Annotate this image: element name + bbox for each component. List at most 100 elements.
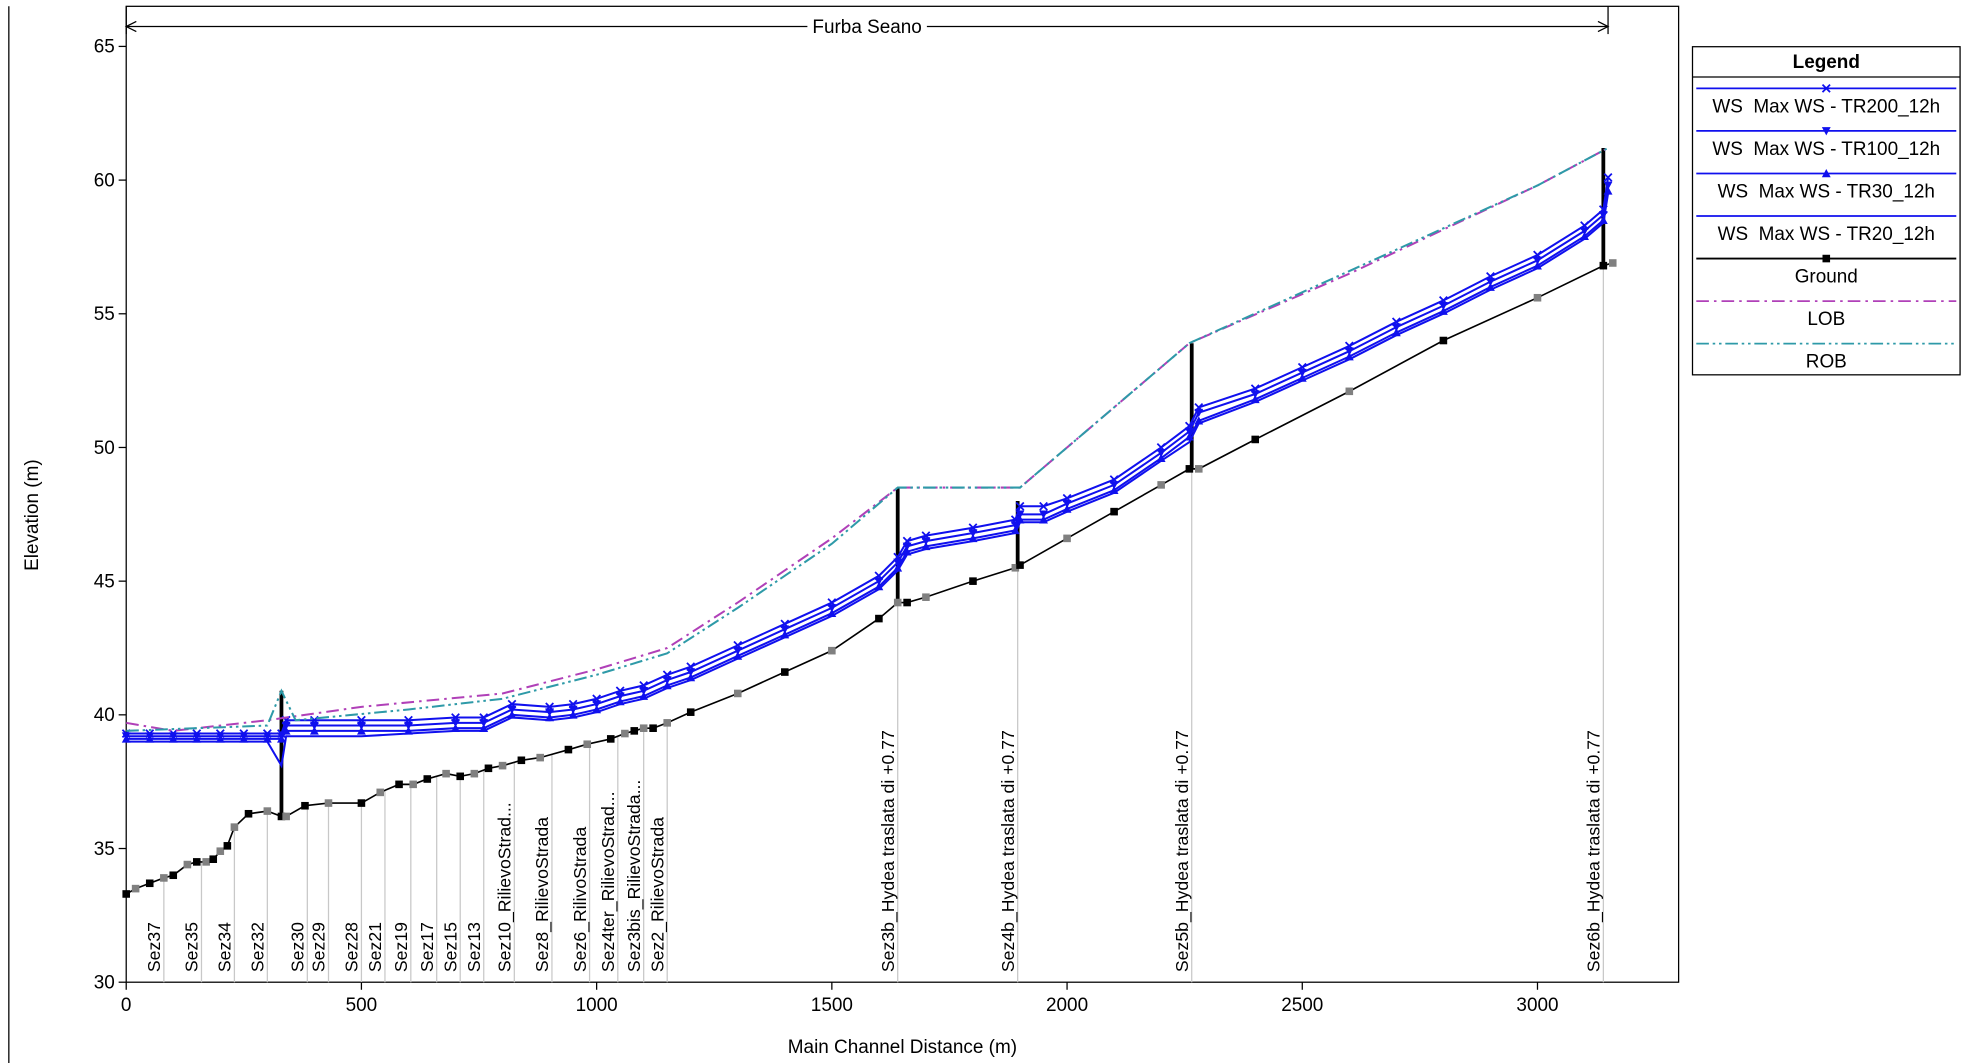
series-line [126,147,1609,732]
plot-frame [125,5,1680,983]
station-label: Sez21 [365,922,385,972]
marker [568,705,578,714]
station-label: Sez28 [342,922,362,972]
marker [1345,387,1354,396]
legend-label: ROB [1806,352,1847,373]
marker [1439,336,1448,345]
y-tick-label: 35 [94,839,115,860]
marker [1251,435,1260,444]
marker [507,710,517,719]
station-label: Sez37 [144,922,164,972]
marker [1297,368,1307,378]
marker [1194,465,1203,473]
marker [1599,261,1608,270]
marker [395,780,403,789]
marker [663,719,671,727]
series-line [126,185,1610,738]
station-label: Sez35 [182,922,202,972]
marker [131,884,140,893]
marker [192,858,201,866]
station-label: Sez10_RilievoStrad... [495,802,516,972]
marker [230,823,239,831]
marker [606,735,615,743]
station-label: Sez6b_Hydea traslata di +0.77 [1584,730,1605,972]
marker [686,708,695,716]
legend-label: WS Max WS - TR20_12h [1718,224,1935,245]
marker [1603,181,1613,190]
marker [216,847,225,855]
reach-arrow [1597,20,1610,33]
marker [1185,465,1194,473]
legend-label: WS Max WS - TR30_12h [1718,181,1935,202]
marker [827,604,837,613]
marker [1486,277,1495,287]
marker [1063,534,1071,543]
x-axis-title: Main Channel Distance (m) [788,1037,1017,1058]
marker [423,775,432,783]
marker [244,809,253,818]
y-tick-label: 40 [94,705,115,726]
marker [357,799,366,807]
marker [1109,481,1119,490]
marker [921,537,931,546]
marker [615,692,625,701]
marker [1194,408,1204,418]
marker [1391,323,1401,332]
series-line [125,262,1613,895]
marker [968,529,978,538]
y-axis-title: Elevation (m) [22,459,43,570]
station-label: Sez5b_Hydea traslata di +0.77 [1172,730,1193,972]
marker [1015,501,1025,511]
marker [404,721,413,730]
marker [922,593,930,601]
marker [281,721,291,730]
x-tick-label: 1500 [811,995,853,1016]
legend-label: Ground [1795,267,1858,288]
marker [1039,510,1048,519]
marker [1821,83,1831,93]
marker [1438,301,1448,311]
marker [301,801,309,810]
marker [324,799,333,807]
marker [1533,293,1542,302]
marker [183,860,192,869]
marker [903,598,911,607]
station-label: Sez4ter_RilievoStrad... [598,791,619,972]
marker [470,769,479,778]
station-label: Sez6_RilivoStrada [570,827,591,972]
station-label: Sez3bis_RilievoStrada... [624,780,645,972]
x-tick-label: 2000 [1046,995,1088,1016]
marker [781,668,789,676]
x-tick-label: 500 [346,995,378,1016]
marker [160,874,168,882]
marker [277,734,286,743]
legend-box [1691,46,1961,376]
marker [1533,256,1542,265]
marker [1822,254,1831,263]
x-tick-label: 0 [121,995,132,1016]
marker [545,708,555,717]
marker [969,577,977,585]
marker [639,686,649,696]
marker [223,842,232,850]
marker [1580,227,1589,236]
marker [639,724,648,732]
x-tick-label: 1000 [576,995,618,1016]
y-tick-label: 30 [94,973,115,994]
marker [376,788,385,797]
marker [875,614,883,623]
marker [202,858,210,866]
series-line [126,193,1610,769]
marker [1015,510,1025,519]
marker [1821,169,1831,178]
reach-label-bg [807,16,927,38]
station-label: Sez17 [417,922,437,972]
marker [828,646,836,655]
station-label: Sez30 [288,922,308,972]
marker [649,724,657,732]
x-tick-label: 2500 [1281,995,1323,1016]
marker [1608,259,1617,267]
marker [583,740,592,749]
station-label: Sez3b_Hydea traslata di +0.77 [878,730,899,972]
marker [479,719,489,728]
